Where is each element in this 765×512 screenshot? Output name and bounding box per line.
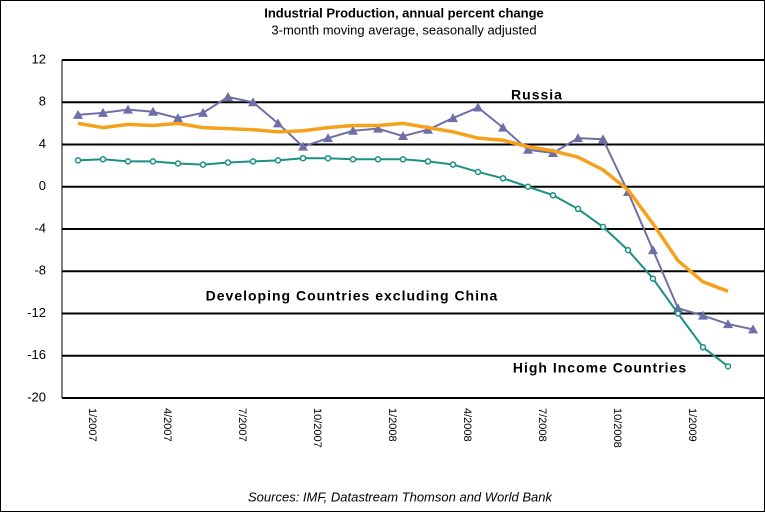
- data-point: [499, 175, 507, 182]
- data-point: [98, 107, 108, 117]
- data-point: [648, 245, 658, 255]
- data-point: [173, 113, 183, 123]
- data-point: [323, 133, 333, 143]
- data-point: [574, 205, 582, 213]
- data-point: [223, 91, 233, 101]
- x-tick-label: 7/2007: [236, 408, 248, 442]
- data-point: [73, 109, 83, 119]
- data-point: [624, 246, 632, 254]
- data-point: [649, 275, 657, 282]
- data-point: [348, 125, 358, 135]
- data-point: [474, 168, 482, 176]
- data-point: [399, 156, 407, 163]
- data-point: [349, 156, 357, 163]
- data-point: [273, 118, 283, 128]
- y-tick-label: -20: [27, 389, 46, 404]
- data-point: [699, 344, 707, 351]
- data-point: [124, 158, 132, 165]
- data-point: [148, 106, 158, 116]
- y-tick-label: 8: [39, 94, 46, 109]
- data-point: [498, 122, 508, 132]
- y-tick-label: 12: [32, 51, 46, 66]
- data-point: [298, 141, 308, 151]
- data-point: [99, 156, 107, 163]
- data-point: [374, 156, 382, 163]
- data-point: [448, 113, 458, 123]
- data-point: [199, 161, 207, 168]
- x-tick-label: 1/2009: [686, 408, 698, 442]
- data-point: [549, 191, 557, 199]
- data-point: [674, 310, 682, 317]
- y-tick-label: -8: [34, 263, 46, 278]
- data-point: [248, 97, 258, 107]
- data-point: [598, 134, 608, 144]
- data-point: [723, 319, 733, 329]
- y-tick-label: -12: [27, 305, 46, 320]
- data-point: [449, 161, 457, 168]
- x-tick-label: 10/2008: [611, 408, 623, 448]
- data-point: [698, 310, 708, 320]
- x-tick-label: 7/2008: [536, 408, 548, 442]
- data-point: [174, 160, 182, 167]
- data-point: [424, 158, 432, 165]
- series-line: [77, 121, 729, 293]
- data-point: [724, 363, 732, 370]
- x-tick-label: 4/2007: [161, 408, 173, 442]
- x-tick-label: 10/2007: [311, 408, 323, 448]
- data-point: [524, 183, 532, 190]
- series-line: [77, 95, 754, 331]
- data-point: [748, 324, 758, 334]
- series-label: High Income Countries: [513, 360, 687, 376]
- data-point: [473, 102, 483, 112]
- data-point: [198, 107, 208, 117]
- data-point: [149, 158, 157, 165]
- data-point: [274, 157, 282, 164]
- data-point: [599, 223, 607, 231]
- x-tick-label: 1/2007: [86, 408, 98, 442]
- data-point: [249, 158, 257, 165]
- data-point: [123, 104, 133, 114]
- chart-title: Industrial Production, annual percent ch…: [264, 5, 544, 20]
- series-label: Developing Countries excluding China: [206, 288, 499, 304]
- y-tick-label: 4: [39, 136, 46, 151]
- y-tick-label: 0: [39, 178, 46, 193]
- data-point: [398, 131, 408, 141]
- chart-subtitle: 3-month moving average, seasonally adjus…: [271, 22, 536, 37]
- y-tick-label: -16: [27, 347, 46, 362]
- series-label: Russia: [511, 87, 563, 103]
- data-point: [224, 159, 232, 166]
- data-point: [324, 154, 332, 162]
- x-tick-label: 1/2008: [386, 408, 398, 442]
- data-point: [573, 133, 583, 143]
- y-tick-label: -4: [34, 220, 46, 235]
- x-tick-label: 4/2008: [461, 408, 473, 442]
- data-point: [299, 154, 307, 162]
- data-point: [523, 144, 533, 154]
- data-point: [373, 123, 383, 133]
- source-note: Sources: IMF, Datastream Thomson and Wor…: [248, 489, 553, 504]
- data-point: [74, 157, 82, 164]
